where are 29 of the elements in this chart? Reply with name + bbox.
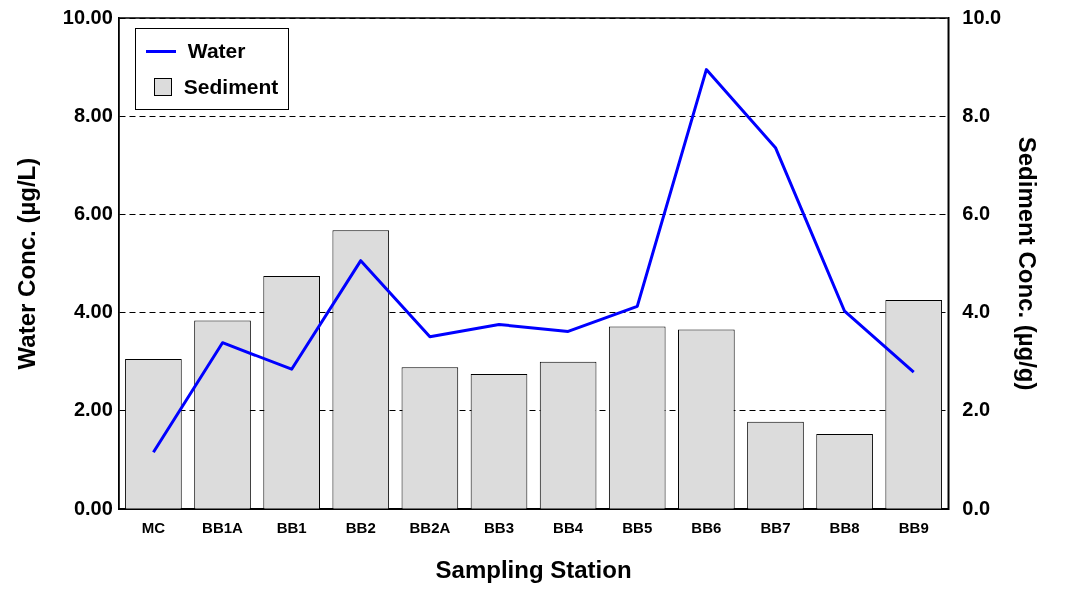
y2-tick-label: 0.0	[962, 496, 991, 519]
x-tick-label: MC	[141, 519, 166, 537]
y-axis-title: Water Conc. (µg/L)	[13, 157, 41, 370]
y2-axis-title: Sediment Conc. (µg/g)	[1013, 136, 1041, 391]
y-tick-label: 6.00	[73, 202, 113, 224]
y2-tick-label: 4.0	[962, 300, 991, 323]
x-tick-label: BB6	[691, 519, 722, 537]
x-tick-label: BB5	[622, 519, 653, 537]
x-tick-label: BB1	[276, 519, 307, 537]
x-tick-label: BB2A	[409, 519, 451, 537]
y2-tick-label: 2.0	[962, 398, 991, 421]
x-tick-label: BB3	[483, 519, 515, 537]
x-tick-label: BB4	[553, 519, 584, 537]
x-tick-label: BB2	[345, 519, 376, 537]
x-tick-label: BB1A	[202, 519, 244, 537]
y2-tick-label: 10.0	[962, 5, 1002, 28]
x-axis-title: Sampling Station	[435, 556, 632, 584]
y2-tick-label: 8.0	[962, 103, 991, 126]
y-tick-label: 8.00	[73, 103, 113, 126]
y-tick-label: 0.00	[73, 496, 113, 519]
y2-tick-label: 6.0	[962, 202, 991, 224]
legend-label: Water	[187, 39, 246, 63]
legend-label: Sediment	[183, 75, 279, 99]
x-tick-label: BB7	[760, 519, 791, 537]
y-tick-label: 4.00	[73, 300, 113, 323]
y-tick-label: 10.00	[62, 5, 113, 28]
y-tick-label: 2.00	[73, 398, 113, 421]
x-tick-label: BB9	[898, 519, 929, 537]
x-tick-label: BB8	[829, 519, 860, 537]
